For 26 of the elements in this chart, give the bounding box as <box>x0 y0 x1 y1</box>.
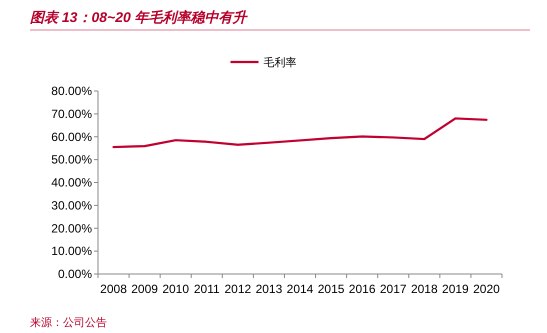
x-tick-label: 2011 <box>194 282 220 296</box>
y-tick-label: 30.00% <box>51 198 92 212</box>
y-tick-label: 20.00% <box>51 221 92 236</box>
x-tick-label: 2008 <box>100 282 128 296</box>
x-tick-label: 2014 <box>286 282 314 296</box>
x-tick-label: 2018 <box>410 282 438 296</box>
y-tick-label: 50.00% <box>51 152 92 167</box>
x-tick-label: 2019 <box>442 282 470 296</box>
y-tick-label: 80.00% <box>51 84 92 98</box>
y-tick-label: 40.00% <box>51 176 92 190</box>
legend-label: 毛利率 <box>264 56 296 69</box>
y-tick-label: 70.00% <box>51 106 92 121</box>
x-tick-label: 2009 <box>131 282 158 296</box>
x-tick-label: 2020 <box>473 282 500 296</box>
x-tick-label: 2010 <box>162 282 190 296</box>
source-note: 来源：公司公告 <box>30 316 107 329</box>
x-tick-label: 2016 <box>348 282 376 296</box>
x-tick-label: 2017 <box>380 282 407 296</box>
line-series <box>112 117 488 148</box>
x-tick-label: 2015 <box>318 282 345 296</box>
title: 图表 13：08~20 年毛利率稳中有升 <box>30 9 247 25</box>
y-tick-label: 60.00% <box>51 130 92 144</box>
x-tick-label: 2012 <box>224 282 252 296</box>
x-tick-label: 2013 <box>256 282 283 296</box>
y-tick-label: 0.00% <box>58 267 92 281</box>
y-tick-label: 10.00% <box>51 244 92 258</box>
